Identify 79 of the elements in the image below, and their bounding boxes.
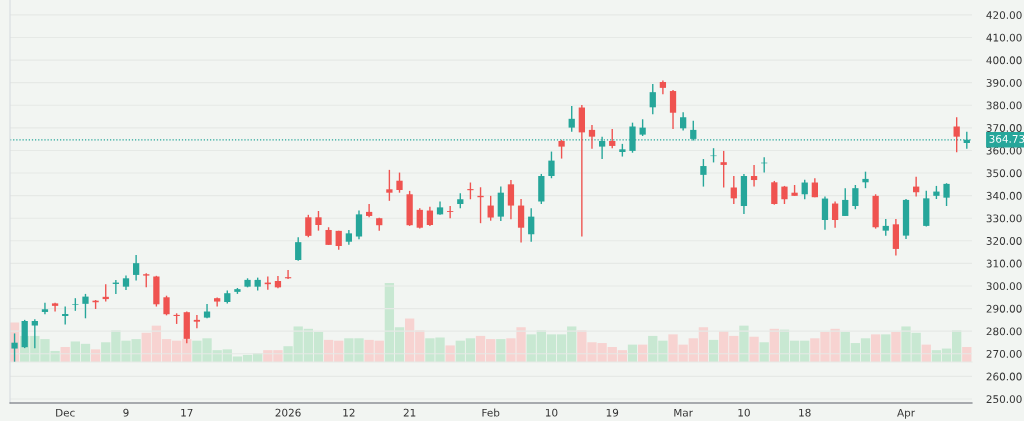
candlestick bbox=[821, 195, 829, 231]
candlestick bbox=[750, 164, 758, 188]
x-tick-label: Apr bbox=[897, 408, 916, 419]
candlestick bbox=[51, 302, 59, 313]
candlestick bbox=[386, 169, 393, 202]
candlestick bbox=[497, 185, 504, 222]
y-tick-label: 260.00 bbox=[986, 372, 1022, 381]
candlestick bbox=[163, 295, 170, 317]
candlestick bbox=[943, 182, 950, 207]
candlestick bbox=[771, 180, 778, 206]
y-tick-label: 310.00 bbox=[986, 259, 1022, 268]
x-tick-label: Dec bbox=[56, 408, 75, 417]
candlestick bbox=[548, 150, 555, 179]
candlestick bbox=[842, 187, 849, 217]
y-tick-label: 340.00 bbox=[986, 191, 1022, 200]
candlestick bbox=[507, 179, 515, 221]
candlestick bbox=[82, 293, 89, 319]
ref-line-label: 364.73 bbox=[989, 134, 1024, 143]
candlestick bbox=[649, 83, 656, 115]
candlestick bbox=[355, 209, 363, 240]
candlestick bbox=[609, 128, 616, 149]
candlestick bbox=[528, 207, 535, 243]
candlestick bbox=[720, 150, 727, 189]
x-tick-label: Mar bbox=[674, 408, 693, 417]
candlestick bbox=[487, 195, 494, 222]
candlestick bbox=[953, 116, 960, 153]
y-tick-label: 250.00 bbox=[986, 395, 1022, 404]
y-tick-label: 390.00 bbox=[986, 78, 1022, 87]
x-tick-label: Feb bbox=[482, 408, 500, 417]
y-tick-label: 410.00 bbox=[986, 33, 1022, 42]
bar bbox=[445, 345, 455, 362]
candlestick bbox=[669, 89, 677, 130]
candlestick bbox=[700, 158, 707, 188]
candlestick bbox=[62, 305, 69, 326]
x-tick-label: 10 bbox=[545, 408, 558, 417]
y-tick-label: 270.00 bbox=[986, 349, 1022, 358]
bar bbox=[749, 336, 759, 362]
x-tick-label: 17 bbox=[181, 408, 193, 417]
candlestick bbox=[193, 314, 201, 329]
candlestick bbox=[517, 198, 525, 244]
y-tick-label: 380.00 bbox=[986, 101, 1022, 110]
y-tick-label: 290.00 bbox=[986, 304, 1022, 313]
candlestick bbox=[680, 111, 687, 132]
y-tick-label: 330.00 bbox=[986, 214, 1022, 223]
candlestick bbox=[305, 214, 312, 238]
candlestick bbox=[396, 171, 403, 194]
y-tick-label: 320.00 bbox=[986, 237, 1022, 245]
candlestick bbox=[558, 139, 565, 160]
y-tick-label: 420.00 bbox=[986, 11, 1022, 20]
x-tick-label: 19 bbox=[606, 408, 619, 417]
candlestick bbox=[41, 302, 49, 315]
x-tick-label: 10 bbox=[738, 408, 750, 417]
candlestick bbox=[315, 210, 322, 232]
y-tick-label: 350.00 bbox=[986, 169, 1022, 178]
bar bbox=[881, 334, 891, 362]
candlestick bbox=[730, 175, 737, 205]
candlestick bbox=[295, 236, 302, 262]
x-tick-label: 18 bbox=[799, 408, 811, 417]
candlestick bbox=[852, 184, 859, 210]
bar bbox=[870, 334, 881, 362]
candlestick bbox=[132, 254, 140, 282]
candlestick bbox=[447, 205, 454, 219]
y-tick-label: 360.00 bbox=[986, 146, 1022, 155]
x-tick-label: 21 bbox=[403, 408, 416, 417]
y-tick-label: 280.00 bbox=[986, 327, 1022, 336]
x-tick-label: 2026 bbox=[275, 408, 301, 417]
candlestick bbox=[426, 206, 434, 227]
bar bbox=[739, 325, 749, 362]
candlestick bbox=[831, 200, 839, 229]
candlestick bbox=[568, 105, 575, 133]
y-tick-label: 370.00 bbox=[986, 124, 1022, 132]
x-tick-label: 12 bbox=[343, 408, 355, 417]
bar bbox=[891, 331, 901, 362]
candlestick bbox=[365, 203, 373, 219]
candlestick bbox=[781, 185, 788, 205]
y-tick-label: 400.00 bbox=[986, 56, 1022, 65]
x-tick-label: 9 bbox=[123, 408, 129, 417]
y-tick-label: 300.00 bbox=[986, 282, 1022, 291]
candlestick bbox=[588, 124, 596, 150]
